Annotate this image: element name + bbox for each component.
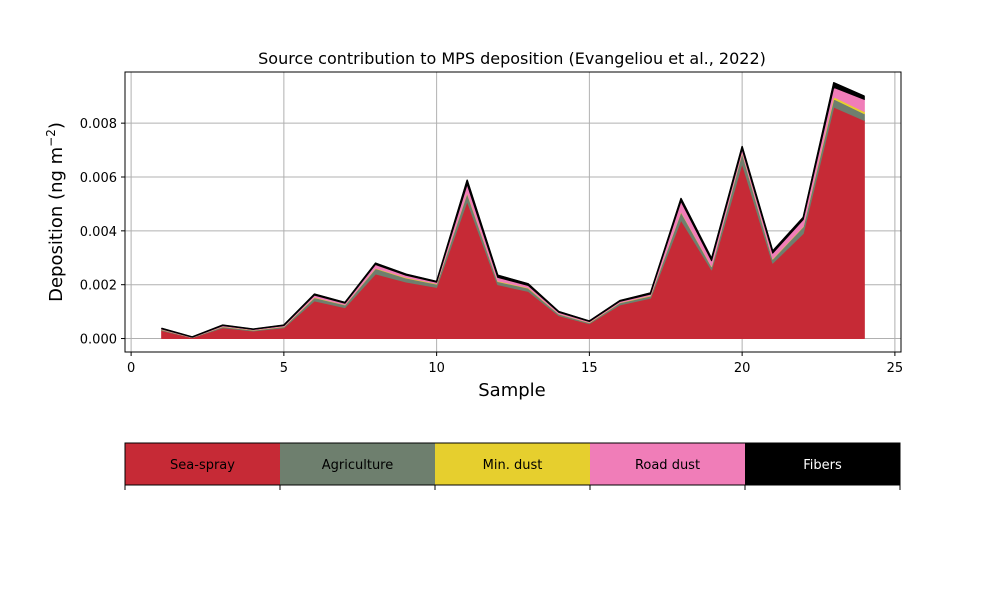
chart-title: Source contribution to MPS deposition (E… bbox=[258, 49, 766, 68]
legend-swatch-fibers bbox=[745, 443, 900, 485]
y-ticks: 0.000 0.002 0.004 0.006 0.008 bbox=[80, 117, 125, 348]
x-ticks: 0 5 10 15 20 25 bbox=[127, 352, 903, 376]
y-tick-label: 0.008 bbox=[80, 117, 117, 132]
legend-frame bbox=[124, 442, 901, 486]
total-outline bbox=[161, 82, 865, 338]
y-axis-title: Deposition (ng m−2) bbox=[44, 122, 67, 302]
x-tick-label: 15 bbox=[581, 361, 598, 376]
legend-swatch-sea-spray bbox=[125, 443, 280, 485]
y-axis-title-main: Deposition (ng m bbox=[46, 147, 67, 302]
legend-label-agriculture: Agriculture bbox=[322, 458, 394, 473]
y-tick-label: 0.002 bbox=[80, 279, 117, 294]
legend: Sea-spray Agriculture Min. dust Road dust Fi… bbox=[124, 442, 901, 490]
y-axis-title-exponent: −2 bbox=[44, 129, 58, 147]
y-tick-label: 0.004 bbox=[80, 225, 117, 240]
legend-swatch-road-dust bbox=[590, 443, 745, 485]
x-axis-title: Sample bbox=[478, 380, 546, 401]
x-tick-label: 10 bbox=[428, 361, 445, 376]
legend-label-road-dust: Road dust bbox=[635, 458, 700, 473]
legend-swatch-agriculture bbox=[280, 443, 435, 485]
y-tick-label: 0.000 bbox=[80, 333, 117, 348]
legend-swatch-min-dust bbox=[435, 443, 590, 485]
stacked-areas bbox=[161, 82, 865, 340]
legend-label-sea-spray: Sea-spray bbox=[170, 458, 235, 473]
x-tick-label: 20 bbox=[734, 361, 751, 376]
x-tick-label: 25 bbox=[887, 361, 904, 376]
y-tick-label: 0.006 bbox=[80, 171, 117, 186]
x-tick-label: 0 bbox=[127, 361, 135, 376]
legend-label-min-dust: Min. dust bbox=[483, 458, 543, 473]
series-lines bbox=[161, 82, 865, 338]
legend-label-fibers: Fibers bbox=[803, 458, 842, 473]
plot-frame bbox=[124, 71, 902, 353]
x-tick-label: 5 bbox=[280, 361, 288, 376]
y-axis-title-close: ) bbox=[46, 122, 67, 129]
